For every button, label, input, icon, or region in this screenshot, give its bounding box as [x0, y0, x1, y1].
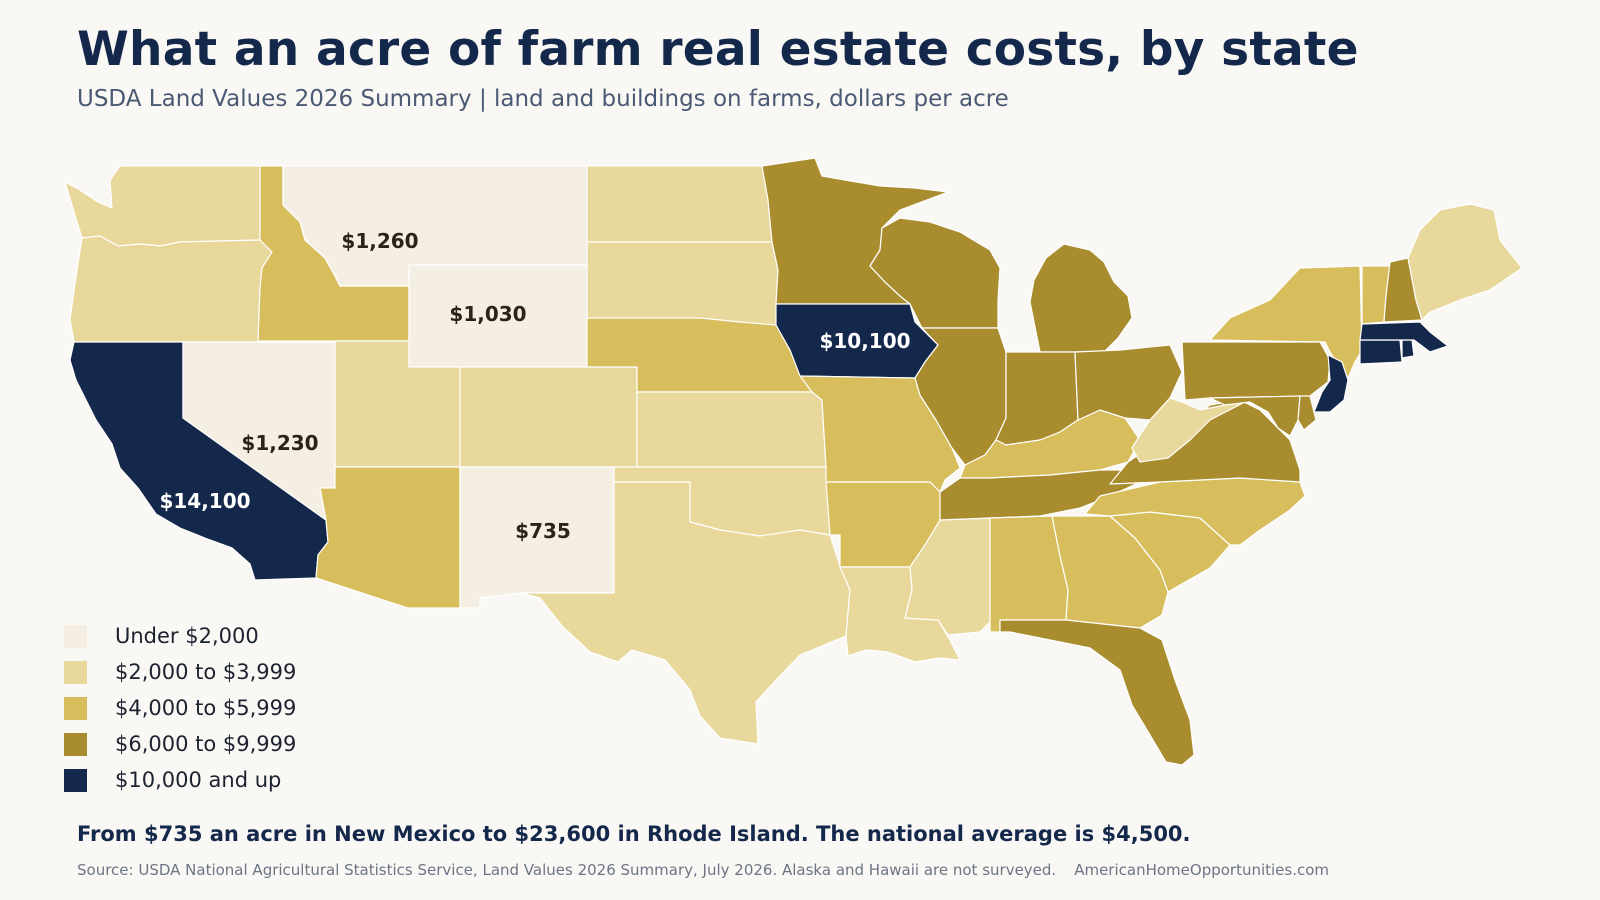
legend-label: $6,000 to $9,999: [115, 732, 297, 756]
legend-item: $2,000 to $3,999: [64, 654, 296, 690]
state-fl: [999, 619, 1195, 766]
legend-swatch: [64, 732, 87, 756]
state-nd: [586, 165, 773, 243]
legend-item: $4,000 to $5,999: [64, 690, 296, 726]
state-mi: [1029, 243, 1133, 353]
state-nj: [1313, 354, 1349, 413]
state-tx: [519, 481, 851, 745]
site-credit: AmericanHomeOpportunities.com: [1074, 861, 1330, 879]
state-me: [1407, 203, 1523, 321]
legend-label: $10,000 and up: [115, 768, 282, 792]
page-title: What an acre of farm real estate costs, …: [77, 22, 1359, 77]
legend-swatch: [64, 696, 87, 720]
value-label-nm: $735: [515, 519, 571, 543]
legend-item: $6,000 to $9,999: [64, 726, 296, 762]
state-ks: [636, 391, 827, 468]
legend: Under $2,000 $2,000 to $3,999 $4,000 to …: [64, 618, 296, 798]
state-sd: [586, 241, 779, 326]
legend-label: Under $2,000: [115, 624, 259, 648]
state-or: [69, 235, 273, 343]
legend-swatch: [64, 660, 87, 684]
legend-label: $2,000 to $3,999: [115, 660, 297, 684]
state-de: [1297, 395, 1317, 431]
state-ny: [1209, 265, 1363, 379]
takeaway-text: From $735 an acre in New Mexico to $23,6…: [77, 822, 1191, 846]
legend-item: $10,000 and up: [64, 762, 296, 798]
legend-swatch: [64, 624, 87, 648]
value-label-ca: $14,100: [159, 489, 251, 513]
page-subtitle: USDA Land Values 2026 Summary | land and…: [77, 86, 1009, 112]
state-ri: [1401, 339, 1415, 359]
source-text: Source: USDA National Agricultural Stati…: [77, 861, 1057, 879]
state-wv: [1131, 397, 1246, 463]
source-note: Source: USDA National Agricultural Stati…: [77, 861, 1329, 879]
legend-label: $4,000 to $5,999: [115, 696, 297, 720]
state-ma: [1359, 321, 1449, 353]
state-pa: [1181, 341, 1331, 401]
state-ct: [1359, 339, 1403, 365]
value-label-nv: $1,230: [241, 431, 319, 455]
value-label-wy: $1,030: [449, 302, 527, 326]
state-ms: [904, 517, 991, 636]
state-az: [315, 466, 461, 609]
legend-swatch: [64, 768, 87, 792]
legend-item: Under $2,000: [64, 618, 296, 654]
value-label-mt: $1,260: [341, 229, 419, 253]
state-co: [459, 366, 638, 468]
value-label-ia: $10,100: [819, 329, 911, 353]
state-wa: [64, 165, 261, 247]
